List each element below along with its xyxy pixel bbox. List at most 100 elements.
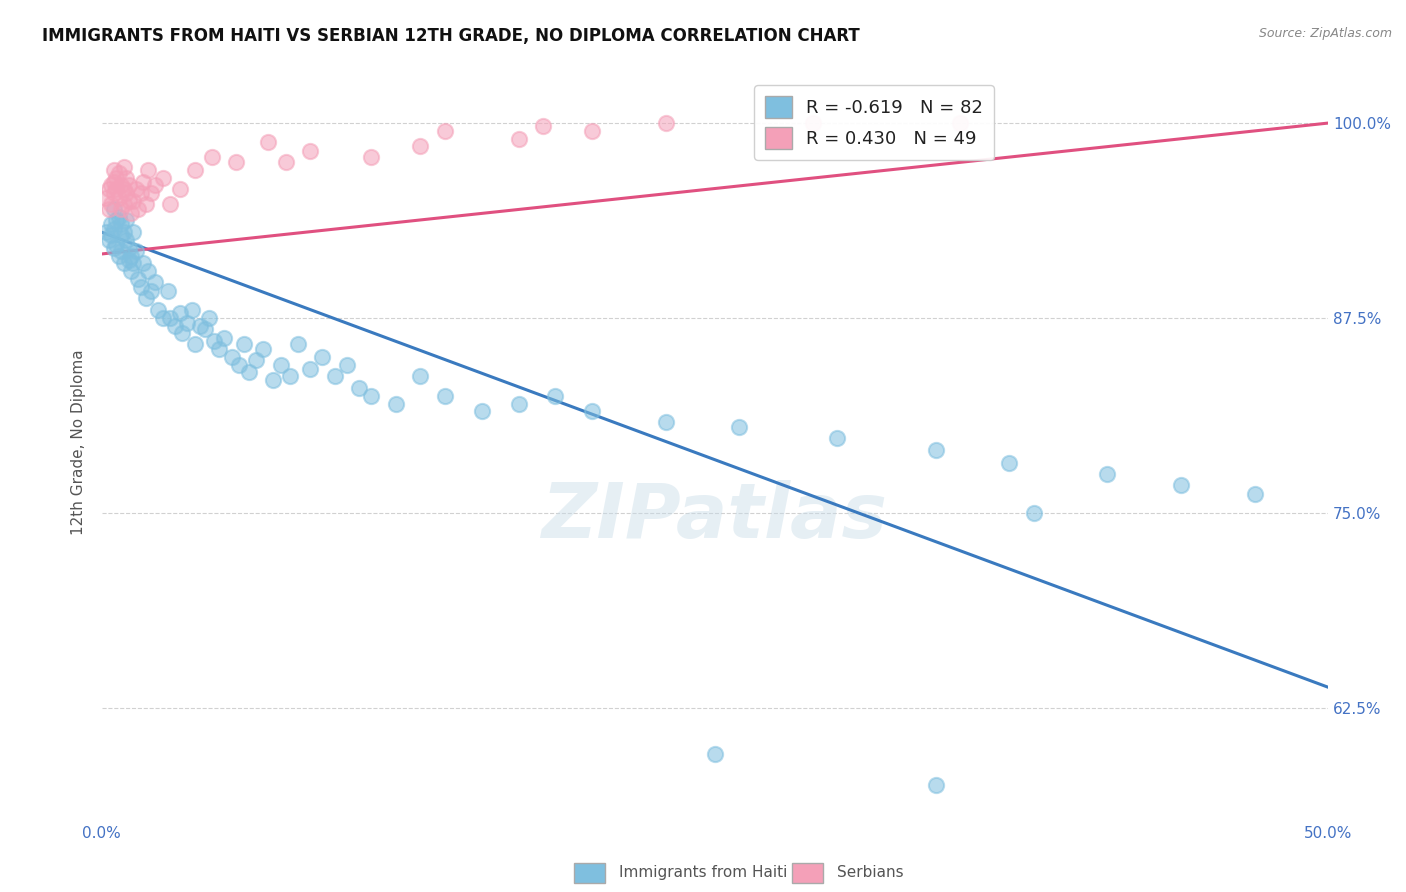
Point xyxy=(100,197,122,211)
Point xyxy=(360,389,382,403)
Point xyxy=(145,275,167,289)
Point xyxy=(145,178,167,193)
Point xyxy=(139,285,162,299)
Point xyxy=(703,747,725,762)
Point xyxy=(323,368,346,383)
Point xyxy=(132,256,155,270)
Point xyxy=(107,248,129,262)
Point xyxy=(117,253,139,268)
Point xyxy=(112,181,135,195)
Point xyxy=(117,241,139,255)
Point xyxy=(1243,487,1265,501)
Point xyxy=(198,310,221,325)
Point xyxy=(103,175,125,189)
Point xyxy=(433,389,456,403)
Point xyxy=(103,202,125,216)
Point xyxy=(544,389,567,403)
Point xyxy=(105,170,128,185)
Point xyxy=(245,353,267,368)
Text: Source: ZipAtlas.com: Source: ZipAtlas.com xyxy=(1258,27,1392,40)
Point xyxy=(156,285,179,299)
Point xyxy=(105,181,128,195)
Point xyxy=(184,337,207,351)
Point xyxy=(97,181,120,195)
Point xyxy=(193,322,215,336)
Point xyxy=(176,316,198,330)
Point xyxy=(728,420,751,434)
Point xyxy=(508,131,530,145)
Text: IMMIGRANTS FROM HAITI VS SERBIAN 12TH GRADE, NO DIPLOMA CORRELATION CHART: IMMIGRANTS FROM HAITI VS SERBIAN 12TH GR… xyxy=(42,27,860,45)
Y-axis label: 12th Grade, No Diploma: 12th Grade, No Diploma xyxy=(72,350,86,535)
Point xyxy=(115,233,138,247)
Point xyxy=(221,350,243,364)
Point xyxy=(998,456,1021,470)
Point xyxy=(202,334,225,349)
Point xyxy=(139,186,162,201)
Point xyxy=(110,228,132,243)
Point xyxy=(125,244,148,258)
Point xyxy=(107,166,129,180)
Point xyxy=(103,162,125,177)
Point xyxy=(188,318,211,333)
Point xyxy=(103,222,125,236)
Point xyxy=(103,241,125,255)
Point xyxy=(135,197,157,211)
Point xyxy=(1097,467,1119,481)
Point xyxy=(924,443,946,458)
Point xyxy=(827,431,849,445)
Point xyxy=(120,264,142,278)
Point xyxy=(105,212,128,227)
Point xyxy=(257,135,280,149)
Point xyxy=(110,218,132,232)
Point xyxy=(433,124,456,138)
Point xyxy=(159,310,181,325)
Point xyxy=(132,175,155,189)
Point xyxy=(146,303,169,318)
Point xyxy=(311,350,333,364)
Point xyxy=(225,155,247,169)
Point xyxy=(112,160,135,174)
Point xyxy=(120,206,142,220)
Point xyxy=(201,150,224,164)
Point xyxy=(112,197,135,211)
Point xyxy=(136,162,159,177)
Point xyxy=(125,181,148,195)
Point xyxy=(100,178,122,193)
Point xyxy=(280,368,302,383)
Point xyxy=(287,337,309,351)
Point xyxy=(1170,477,1192,491)
Point xyxy=(655,116,678,130)
Point xyxy=(184,162,207,177)
Point xyxy=(115,170,138,185)
Point xyxy=(122,194,145,208)
Point xyxy=(274,155,297,169)
Point xyxy=(110,244,132,258)
Point xyxy=(136,264,159,278)
Point xyxy=(110,178,132,193)
Point xyxy=(409,368,432,383)
Point xyxy=(299,144,322,158)
Point xyxy=(409,139,432,153)
Point xyxy=(127,202,149,216)
Point xyxy=(252,342,274,356)
Point xyxy=(232,337,254,351)
Point xyxy=(107,191,129,205)
Point xyxy=(208,342,231,356)
Point xyxy=(117,178,139,193)
Point xyxy=(924,779,946,793)
Point xyxy=(1022,506,1045,520)
Point xyxy=(103,186,125,201)
Text: Immigrants from Haiti: Immigrants from Haiti xyxy=(619,865,787,880)
Point xyxy=(949,116,972,130)
Point xyxy=(181,303,204,318)
Point xyxy=(122,225,145,239)
Point xyxy=(129,186,152,201)
Point xyxy=(169,181,191,195)
Point xyxy=(360,150,382,164)
Point xyxy=(117,194,139,208)
Point xyxy=(165,318,187,333)
Point xyxy=(97,202,120,216)
Point xyxy=(152,310,174,325)
Point xyxy=(96,225,118,239)
Point xyxy=(471,404,494,418)
